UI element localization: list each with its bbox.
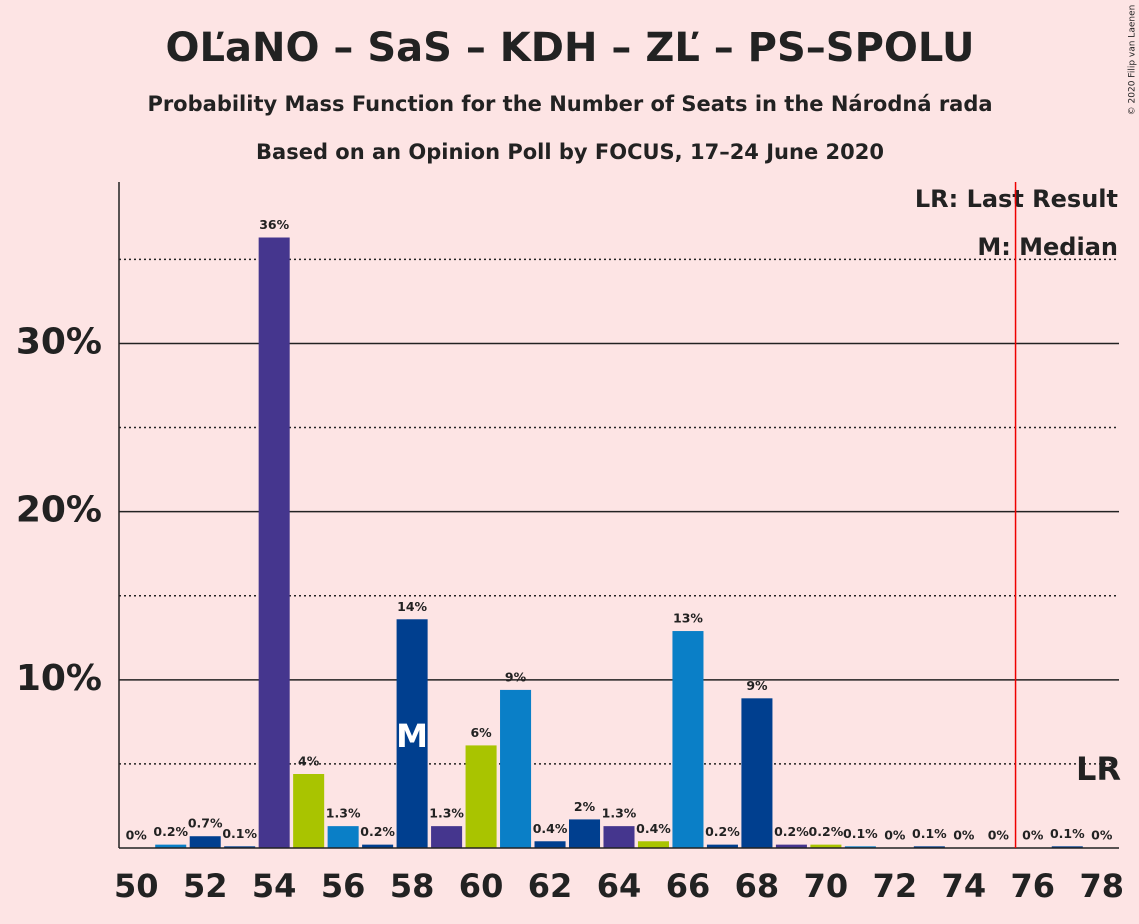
value-label: 0.2%	[809, 824, 844, 839]
bar	[775, 844, 807, 848]
bar	[534, 841, 566, 848]
legend-entry: LR: Last Result	[915, 185, 1118, 213]
bar	[155, 844, 187, 848]
value-label: 1.3%	[326, 806, 361, 821]
value-label: 2%	[574, 799, 596, 814]
y-tick-label: 20%	[16, 490, 102, 531]
x-tick-label: 70	[804, 867, 849, 905]
bar	[293, 774, 325, 848]
value-label: 13%	[673, 611, 703, 626]
bar	[913, 846, 945, 848]
value-label: 0%	[988, 828, 1010, 843]
chart-subtitle: Based on an Opinion Poll by FOCUS, 17–24…	[256, 140, 884, 164]
value-label: 0.4%	[636, 821, 671, 836]
bar	[224, 846, 256, 848]
value-label: 0.2%	[705, 824, 740, 839]
bar	[431, 826, 463, 848]
value-label: 0%	[126, 828, 148, 843]
value-label: 0%	[884, 828, 906, 843]
bar	[189, 836, 221, 848]
x-tick-label: 78	[1079, 867, 1124, 905]
value-label: 0%	[1091, 828, 1113, 843]
value-label: 4%	[298, 754, 320, 769]
bar	[258, 237, 290, 848]
bar	[569, 819, 601, 848]
x-tick-label: 54	[252, 867, 297, 905]
bar	[396, 619, 428, 848]
x-tick-label: 62	[528, 867, 573, 905]
value-label: 6%	[470, 725, 492, 740]
value-label: 0.2%	[774, 824, 809, 839]
value-label: 0%	[1022, 828, 1044, 843]
value-label: 36%	[259, 217, 289, 232]
x-tick-label: 50	[114, 867, 159, 905]
x-tick-label: 76	[1011, 867, 1056, 905]
median-marker: M	[396, 717, 428, 755]
value-label: 9%	[505, 669, 527, 684]
value-label: 0.2%	[153, 824, 188, 839]
y-tick-label: 10%	[16, 658, 102, 699]
bar	[603, 826, 635, 848]
x-tick-label: 72	[873, 867, 918, 905]
value-label: 0.1%	[222, 826, 257, 841]
value-label: 0.1%	[843, 826, 878, 841]
x-tick-label: 58	[390, 867, 435, 905]
value-label: 1.3%	[602, 806, 637, 821]
bar	[810, 844, 842, 848]
value-label: 0.7%	[188, 816, 223, 831]
last-result-label: LR	[1076, 750, 1121, 788]
value-label: 14%	[397, 599, 427, 614]
value-label: 0.1%	[912, 826, 947, 841]
x-tick-label: 68	[735, 867, 780, 905]
bar	[500, 689, 532, 848]
bar	[362, 844, 394, 848]
value-label: 0%	[953, 828, 975, 843]
bar	[637, 841, 669, 848]
x-tick-label: 64	[597, 867, 642, 905]
value-label: 0.4%	[533, 821, 568, 836]
x-tick-label: 52	[183, 867, 228, 905]
bar	[672, 631, 704, 848]
bar	[741, 698, 773, 848]
bar	[465, 745, 497, 848]
y-tick-label: 30%	[16, 321, 102, 362]
bar	[1051, 846, 1083, 848]
chart-title: OĽaNO – SaS – KDH – ZĽ – PS–SPOLU	[166, 25, 975, 71]
copyright: © 2020 Filip van Laenen	[1128, 5, 1138, 116]
x-tick-label: 60	[459, 867, 504, 905]
value-label: 0.1%	[1050, 826, 1085, 841]
x-tick-label: 66	[666, 867, 711, 905]
bar	[844, 846, 876, 848]
value-label: 0.2%	[360, 824, 395, 839]
chart-subtitle: Probability Mass Function for the Number…	[147, 92, 992, 116]
bar	[706, 844, 738, 848]
x-tick-label: 56	[321, 867, 366, 905]
value-label: 1.3%	[429, 806, 464, 821]
value-label: 9%	[746, 678, 768, 693]
x-tick-label: 74	[942, 867, 987, 905]
legend-entry: M: Median	[977, 233, 1118, 261]
bar	[327, 826, 359, 848]
